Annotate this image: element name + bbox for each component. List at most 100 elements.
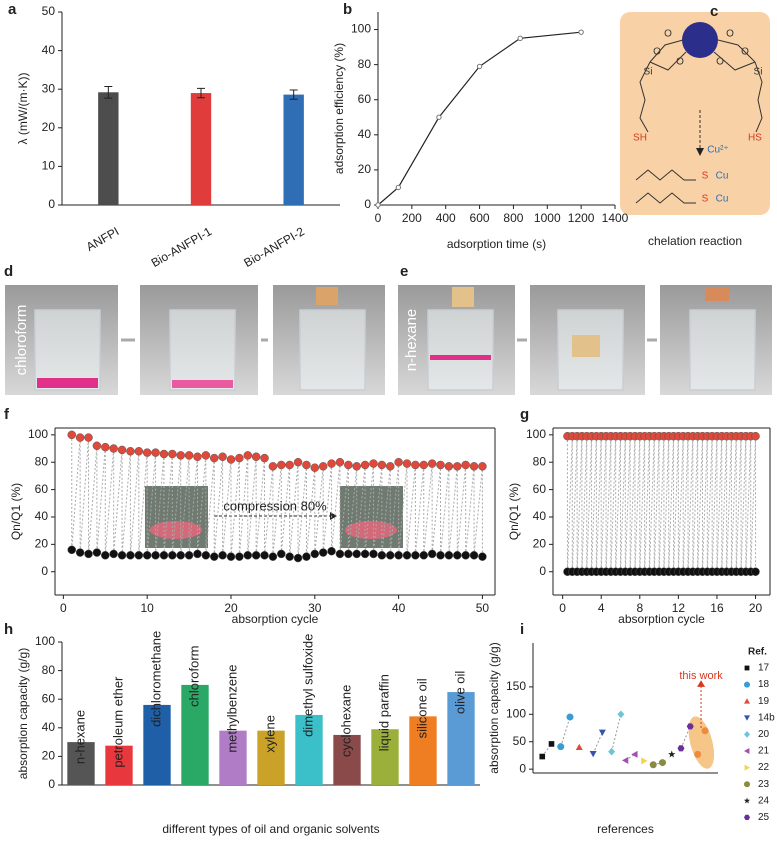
sponge xyxy=(705,287,729,301)
point xyxy=(75,548,85,557)
point xyxy=(310,463,320,472)
point xyxy=(84,433,93,442)
point xyxy=(117,551,127,560)
point xyxy=(243,451,253,460)
point xyxy=(369,459,378,468)
point xyxy=(686,723,694,730)
sponge xyxy=(572,335,600,357)
x-tick-label: 40 xyxy=(392,601,406,615)
diagram-text: O xyxy=(716,57,724,68)
x-tick-label: 0 xyxy=(60,601,67,615)
connector xyxy=(692,436,699,572)
bar xyxy=(447,692,475,785)
point xyxy=(539,753,546,760)
liquid xyxy=(172,380,233,388)
point xyxy=(168,449,177,459)
point xyxy=(517,35,523,42)
point xyxy=(453,551,462,560)
point xyxy=(84,549,93,559)
point xyxy=(622,756,629,764)
y-tick-label: 80 xyxy=(42,663,56,677)
diagram-text: O xyxy=(741,47,749,58)
point xyxy=(377,551,387,560)
bar xyxy=(333,734,361,785)
diagram-text: O xyxy=(653,47,661,58)
point xyxy=(159,449,169,459)
connector xyxy=(658,436,665,572)
point xyxy=(377,460,387,470)
point xyxy=(427,549,437,559)
point xyxy=(608,747,616,756)
x-tick-label: 1200 xyxy=(568,211,595,225)
beaker xyxy=(689,309,756,391)
connector xyxy=(347,466,358,554)
connector xyxy=(129,451,140,556)
y-tick-label: 40 xyxy=(358,127,372,141)
panel-letter: e xyxy=(400,263,408,280)
connector xyxy=(586,436,593,572)
connector xyxy=(581,436,588,572)
x-axis-label: references xyxy=(597,822,654,836)
bar xyxy=(98,92,119,205)
legend-marker xyxy=(744,681,750,688)
connector xyxy=(465,466,475,556)
arrow-head xyxy=(330,512,337,520)
point xyxy=(649,761,657,769)
y-tick-label: 0 xyxy=(48,777,55,791)
panel-letter: a xyxy=(8,1,17,18)
diagram-text: Si xyxy=(754,67,763,78)
connector xyxy=(566,436,573,572)
point xyxy=(117,445,127,455)
x-tick-label: ANFPI xyxy=(84,224,122,254)
point xyxy=(751,567,760,576)
connector xyxy=(71,437,81,550)
point xyxy=(751,431,760,441)
point xyxy=(478,462,487,471)
point xyxy=(344,549,353,559)
connector xyxy=(398,463,408,556)
point xyxy=(243,551,253,560)
connector xyxy=(620,436,626,572)
connector xyxy=(711,436,718,572)
liquid xyxy=(430,355,491,360)
diagram-text: SH xyxy=(633,133,647,144)
legend-label: 14b xyxy=(758,712,775,723)
point xyxy=(235,552,244,561)
point xyxy=(589,751,597,758)
x-tick-label: 20 xyxy=(749,601,763,615)
category-label: xylene xyxy=(262,715,277,753)
legend-label: 19 xyxy=(758,696,770,707)
point xyxy=(151,551,160,560)
legend-label: 24 xyxy=(758,795,770,806)
beaker xyxy=(427,309,494,391)
connector xyxy=(180,455,190,556)
y-tick-label: 0 xyxy=(364,197,371,211)
bar xyxy=(181,684,209,785)
x-tick-label: 0 xyxy=(375,211,382,225)
connector xyxy=(740,436,747,572)
y-tick-label: 0 xyxy=(41,564,48,578)
connector xyxy=(697,436,703,572)
arrow-head xyxy=(697,680,706,687)
connector xyxy=(592,732,603,755)
connector xyxy=(750,436,757,572)
point xyxy=(352,462,361,471)
diagram-text: Si xyxy=(644,67,653,78)
point xyxy=(402,551,412,560)
category-label: cyclohexane xyxy=(338,685,353,757)
x-tick-label: Bio-ANFPI-2 xyxy=(241,224,307,270)
connector xyxy=(372,464,383,554)
point xyxy=(251,452,261,461)
y-tick-label: 40 xyxy=(42,720,56,734)
x-tick-label: 200 xyxy=(402,211,422,225)
y-tick-label: 100 xyxy=(526,427,546,441)
connector xyxy=(600,436,607,572)
point xyxy=(134,551,144,560)
point xyxy=(209,453,219,463)
point xyxy=(419,460,429,470)
y-tick-label: 20 xyxy=(358,162,372,176)
point xyxy=(436,460,445,470)
point xyxy=(469,551,479,560)
connector xyxy=(389,462,400,556)
bar xyxy=(105,745,133,785)
